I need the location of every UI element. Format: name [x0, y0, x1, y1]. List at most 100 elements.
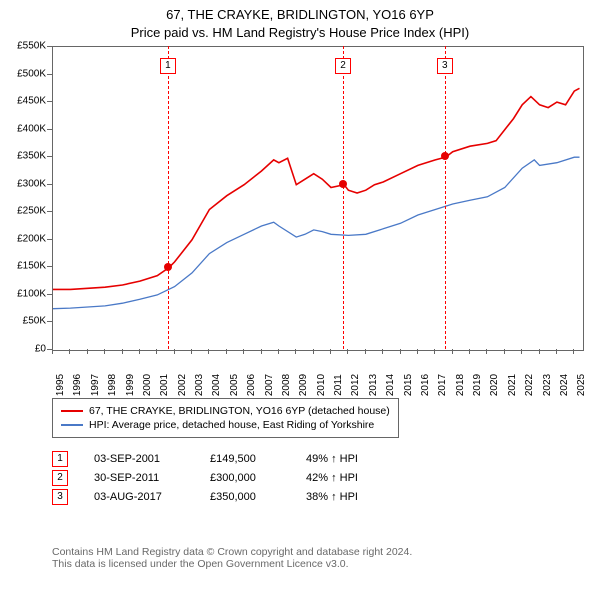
x-tick-mark: [365, 349, 366, 354]
chart-svg: [53, 47, 583, 350]
x-tick-mark: [486, 349, 487, 354]
x-tick-mark: [504, 349, 505, 354]
x-tick-mark: [261, 349, 262, 354]
x-tick-label: 2004: [211, 374, 222, 396]
event-pct: 42% ↑ HPI: [306, 472, 358, 484]
x-tick-mark: [434, 349, 435, 354]
x-tick-label: 1996: [72, 374, 83, 396]
y-tick-label: £500K: [6, 68, 46, 79]
x-tick-mark: [452, 349, 453, 354]
x-tick-label: 2015: [403, 374, 414, 396]
footer-line1: Contains HM Land Registry data © Crown c…: [52, 546, 412, 558]
x-tick-mark: [469, 349, 470, 354]
y-tick-label: £200K: [6, 233, 46, 244]
y-tick-label: £450K: [6, 96, 46, 107]
marker-dot: [339, 180, 347, 188]
x-tick-mark: [104, 349, 105, 354]
x-tick-mark: [330, 349, 331, 354]
y-tick-mark: [47, 321, 52, 323]
x-tick-label: 2012: [350, 374, 361, 396]
event-badge: 3: [52, 489, 68, 505]
x-tick-mark: [208, 349, 209, 354]
event-badge: 1: [52, 451, 68, 467]
y-tick-mark: [47, 266, 52, 268]
event-date: 03-SEP-2001: [94, 453, 184, 465]
event-date: 03-AUG-2017: [94, 491, 184, 503]
x-tick-mark: [243, 349, 244, 354]
y-tick-label: £350K: [6, 151, 46, 162]
marker-badge: 1: [160, 58, 176, 74]
x-tick-mark: [295, 349, 296, 354]
x-tick-mark: [400, 349, 401, 354]
y-tick-label: £550K: [6, 41, 46, 52]
chart-plot-area: [52, 46, 584, 351]
event-pct: 38% ↑ HPI: [306, 491, 358, 503]
event-price: £149,500: [210, 453, 280, 465]
x-tick-label: 2007: [264, 374, 275, 396]
x-tick-mark: [573, 349, 574, 354]
y-tick-label: £250K: [6, 206, 46, 217]
x-tick-label: 2020: [489, 374, 500, 396]
legend-row: 67, THE CRAYKE, BRIDLINGTON, YO16 6YP (d…: [61, 405, 390, 417]
x-tick-label: 2005: [229, 374, 240, 396]
x-tick-label: 2018: [455, 374, 466, 396]
y-tick-label: £300K: [6, 178, 46, 189]
legend-label: HPI: Average price, detached house, East…: [89, 419, 374, 431]
marker-line: [343, 46, 344, 349]
y-tick-mark: [47, 101, 52, 103]
x-tick-label: 1997: [90, 374, 101, 396]
y-tick-mark: [47, 294, 52, 296]
footer-line2: This data is licensed under the Open Gov…: [52, 558, 412, 570]
x-tick-label: 1999: [125, 374, 136, 396]
x-tick-label: 1998: [107, 374, 118, 396]
y-tick-label: £50K: [6, 316, 46, 327]
x-tick-mark: [417, 349, 418, 354]
x-tick-mark: [139, 349, 140, 354]
event-date: 30-SEP-2011: [94, 472, 184, 484]
y-tick-mark: [47, 129, 52, 131]
x-tick-label: 2010: [316, 374, 327, 396]
x-tick-mark: [556, 349, 557, 354]
marker-line: [168, 46, 169, 349]
series-property: [53, 88, 580, 289]
legend-swatch: [61, 410, 83, 412]
x-tick-label: 2023: [542, 374, 553, 396]
series-hpi: [53, 157, 580, 309]
event-pct: 49% ↑ HPI: [306, 453, 358, 465]
event-row: 230-SEP-2011£300,00042% ↑ HPI: [52, 470, 358, 486]
x-tick-label: 2002: [177, 374, 188, 396]
legend-label: 67, THE CRAYKE, BRIDLINGTON, YO16 6YP (d…: [89, 405, 390, 417]
y-tick-label: £0: [6, 344, 46, 355]
event-price: £300,000: [210, 472, 280, 484]
y-tick-label: £400K: [6, 123, 46, 134]
x-tick-mark: [313, 349, 314, 354]
event-row: 1 03-SEP-2001 £149,500 49% ↑ HPI: [52, 451, 358, 467]
title-line2: Price paid vs. HM Land Registry's House …: [0, 24, 600, 42]
y-tick-mark: [47, 156, 52, 158]
x-tick-label: 2025: [576, 374, 587, 396]
x-tick-label: 2003: [194, 374, 205, 396]
x-tick-mark: [156, 349, 157, 354]
x-tick-label: 2019: [472, 374, 483, 396]
legend-swatch: [61, 424, 83, 426]
marker-dot: [164, 263, 172, 271]
x-tick-mark: [521, 349, 522, 354]
events-table: 103-SEP-2001£149,50049% ↑ HPI230-SEP-201…: [52, 448, 358, 508]
x-tick-mark: [122, 349, 123, 354]
y-tick-mark: [47, 184, 52, 186]
marker-line: [445, 46, 446, 349]
y-tick-mark: [47, 74, 52, 76]
x-tick-mark: [226, 349, 227, 354]
legend: 67, THE CRAYKE, BRIDLINGTON, YO16 6YP (d…: [52, 398, 399, 438]
x-tick-mark: [69, 349, 70, 354]
x-tick-mark: [52, 349, 53, 354]
event-price: £350,000: [210, 491, 280, 503]
y-tick-mark: [47, 46, 52, 48]
x-tick-label: 2000: [142, 374, 153, 396]
x-tick-label: 2017: [437, 374, 448, 396]
title-line1: 67, THE CRAYKE, BRIDLINGTON, YO16 6YP: [0, 6, 600, 24]
x-tick-label: 2014: [385, 374, 396, 396]
x-tick-label: 2011: [333, 374, 344, 396]
y-tick-mark: [47, 239, 52, 241]
x-tick-mark: [539, 349, 540, 354]
